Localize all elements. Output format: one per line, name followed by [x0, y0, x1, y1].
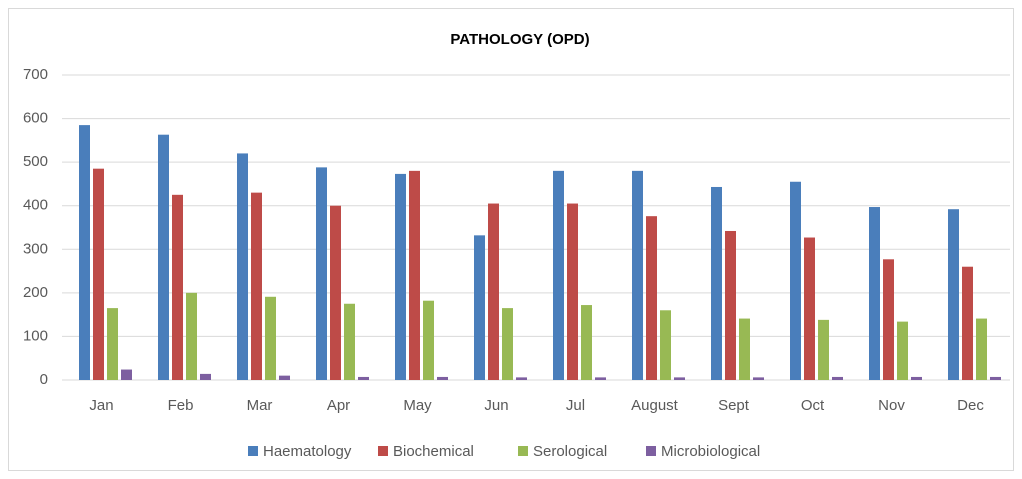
- bar: [488, 203, 499, 380]
- bar: [251, 192, 262, 380]
- legend-swatch: [248, 446, 258, 456]
- bar: [200, 373, 211, 380]
- bar: [358, 376, 369, 380]
- bar: [911, 376, 922, 380]
- x-tick-label: Mar: [247, 397, 273, 414]
- bar: [79, 125, 90, 380]
- bar: [279, 375, 290, 380]
- bar: [962, 266, 973, 380]
- legend-label: Serological: [533, 443, 607, 460]
- bar: [581, 305, 592, 380]
- bar: [107, 308, 118, 380]
- bar: [330, 205, 341, 380]
- x-tick-label: May: [403, 397, 432, 414]
- legend-label: Microbiological: [661, 443, 760, 460]
- bar: [121, 369, 132, 380]
- bar: [883, 259, 894, 380]
- bar: [186, 292, 197, 380]
- y-tick-label: 700: [23, 66, 48, 83]
- bar: [516, 377, 527, 380]
- bar: [158, 134, 169, 380]
- y-tick-label: 0: [40, 371, 48, 388]
- bar: [790, 181, 801, 380]
- chart-title: PATHOLOGY (OPD): [450, 31, 589, 48]
- bar: [437, 376, 448, 380]
- bar: [990, 376, 1001, 380]
- bar: [711, 186, 722, 380]
- bar: [832, 376, 843, 380]
- x-tick-label: Jun: [484, 397, 508, 414]
- y-tick-label: 400: [23, 197, 48, 214]
- legend-swatch: [646, 446, 656, 456]
- y-tick-label: 600: [23, 110, 48, 127]
- x-tick-label: Dec: [957, 397, 984, 414]
- x-tick-label: Feb: [168, 397, 194, 414]
- x-tick-label: Jan: [89, 397, 113, 414]
- legend-label: Biochemical: [393, 443, 474, 460]
- legend-label: Haematology: [263, 443, 352, 460]
- bar: [948, 209, 959, 380]
- bar: [818, 319, 829, 380]
- y-tick-label: 100: [23, 327, 48, 344]
- x-tick-label: August: [631, 397, 679, 414]
- bar: [804, 237, 815, 380]
- bar: [474, 235, 485, 380]
- bar: [316, 167, 327, 380]
- bar: [423, 300, 434, 380]
- bar: [674, 377, 685, 380]
- legend-swatch: [518, 446, 528, 456]
- bar: [344, 303, 355, 380]
- bar: [753, 377, 764, 380]
- bar: [567, 203, 578, 380]
- legend-swatch: [378, 446, 388, 456]
- bar: [502, 308, 513, 380]
- y-tick-label: 300: [23, 240, 48, 257]
- bar: [660, 310, 671, 380]
- bar: [595, 377, 606, 380]
- bar: [632, 170, 643, 380]
- x-tick-label: Oct: [801, 397, 825, 414]
- bar: [395, 173, 406, 380]
- bar: [976, 318, 987, 380]
- x-tick-label: Apr: [327, 397, 350, 414]
- bar: [553, 170, 564, 380]
- bar: [897, 321, 908, 380]
- bar: [869, 207, 880, 380]
- bar: [646, 216, 657, 380]
- bar: [739, 318, 750, 380]
- x-tick-label: Jul: [566, 397, 585, 414]
- y-tick-label: 200: [23, 284, 48, 301]
- bar: [265, 296, 276, 380]
- y-tick-label: 500: [23, 153, 48, 170]
- x-tick-label: Sept: [718, 397, 750, 414]
- bar: [725, 230, 736, 380]
- bar: [172, 194, 183, 380]
- bar: [93, 168, 104, 380]
- x-tick-label: Nov: [878, 397, 905, 414]
- bar: [237, 153, 248, 380]
- bar: [409, 170, 420, 380]
